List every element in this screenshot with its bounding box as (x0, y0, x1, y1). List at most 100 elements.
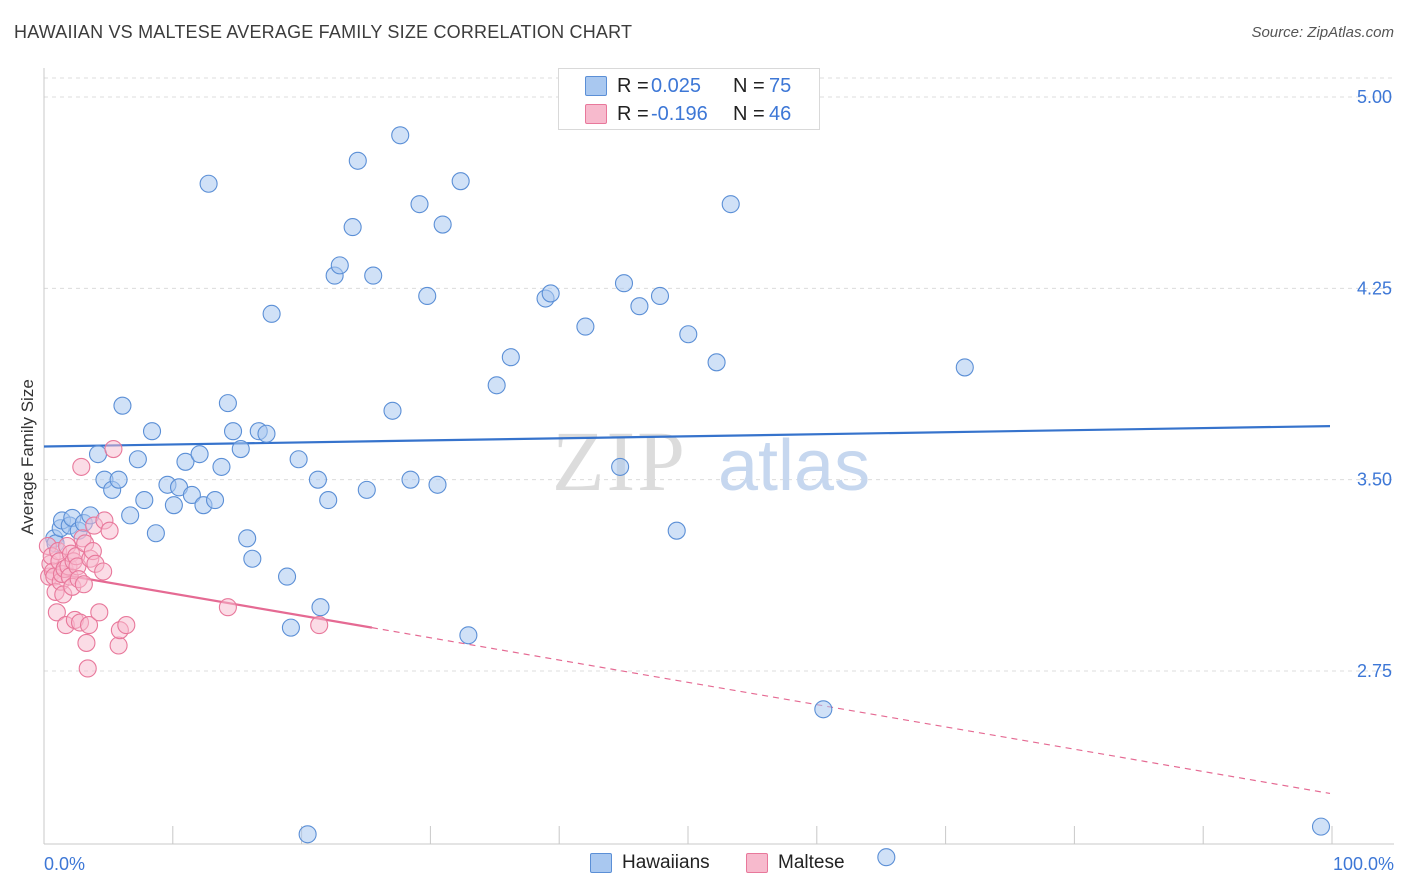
hawaiians-point (611, 457, 630, 476)
hawaiians-point (176, 452, 195, 471)
hawaiians-point (199, 174, 218, 193)
hawaiians-point (451, 172, 470, 191)
hawaiians-point (877, 848, 896, 867)
watermark-atlas: atlas (718, 426, 870, 506)
hawaiians-point (190, 445, 209, 464)
hawaiians-point (121, 506, 140, 525)
hawaiians-point (243, 549, 262, 568)
chart-title: HAWAIIAN VS MALTESE AVERAGE FAMILY SIZE … (14, 22, 633, 42)
correlation-legend: R = 0.025 N = 75 R = -0.196 N = 46 (558, 68, 820, 130)
hawaiians-trend-line (43, 424, 1331, 448)
r-value: -0.196 (651, 102, 708, 125)
hawaiians-point (212, 457, 231, 476)
hawaiians-point (308, 470, 327, 489)
x-tick-label-min: 0.0% (44, 854, 85, 874)
hawaiians-point (311, 598, 330, 617)
maltese-swatch (585, 104, 607, 124)
n-value: 75 (769, 74, 792, 97)
n-label: N = (733, 74, 765, 97)
hawaiians-swatch (585, 76, 607, 96)
hawaiians-point (278, 567, 297, 586)
hawaiians-point (459, 626, 478, 645)
hawaiians-point (238, 529, 257, 548)
hawaiians-point (298, 825, 317, 844)
hawaiians-point (391, 126, 410, 145)
n-label: N = (733, 102, 765, 125)
hawaiians-point (357, 480, 376, 499)
hawaiians-point (164, 496, 183, 515)
legend-item-hawaiians: Hawaiians (590, 852, 710, 874)
hawaiians-point (433, 215, 452, 234)
hawaiians-point (262, 304, 281, 323)
hawaiians-point (281, 618, 300, 637)
source-label: Source: ZipAtlas.com (1251, 24, 1394, 41)
maltese-point (100, 521, 119, 540)
y-tick-label: 4.25 (1357, 278, 1392, 298)
hawaiians-point (223, 422, 243, 441)
hawaiians-point (707, 353, 726, 372)
hawaiians-point (1311, 817, 1331, 836)
y-tick-label: 3.50 (1357, 470, 1392, 490)
maltese-point (109, 636, 128, 655)
hawaiians-point (501, 348, 520, 367)
hawaiians-point (231, 440, 250, 459)
maltese-point (90, 603, 109, 622)
r-label: R = (617, 74, 649, 97)
n-value: 46 (769, 102, 792, 125)
hawaiians-point (576, 317, 595, 336)
hawaiians-point (343, 218, 362, 237)
hawaiians-point (289, 450, 308, 469)
hawaiians-point (257, 424, 276, 443)
maltese-point (74, 575, 93, 594)
trend-lines (43, 424, 1331, 795)
maltese-point (94, 562, 113, 581)
maltese-point (77, 633, 96, 652)
hawaiians-point (205, 491, 225, 510)
grid-lines (44, 77, 1394, 672)
hawaiians-point (401, 470, 420, 489)
hawaiians-point (541, 284, 560, 303)
legend-item-maltese: Maltese (746, 852, 845, 874)
maltese-legend-label: Maltese (778, 852, 845, 873)
y-axis-label: Average Family Size (18, 379, 37, 535)
hawaiians-point (721, 195, 740, 214)
maltese-trend-extension (371, 627, 1331, 795)
hawaiians-point (667, 521, 686, 540)
maltese-point (79, 616, 99, 635)
hawaiians-point (109, 470, 128, 489)
maltese-point (218, 598, 237, 617)
r-label: R = (617, 102, 649, 125)
x-tick-label-max: 100.0% (1333, 854, 1394, 874)
hawaiians-point (146, 524, 165, 543)
hawaiians-legend-label: Hawaiians (622, 852, 710, 873)
hawaiians-point (330, 256, 349, 275)
hawaiians-point (182, 485, 201, 505)
series-legend: Hawaiians Maltese (0, 852, 1406, 876)
maltese-point (78, 659, 97, 678)
y-tick-label: 5.00 (1357, 87, 1392, 107)
maltese-points (38, 440, 329, 678)
hawaiians-point (135, 491, 154, 510)
hawaiians-point (955, 358, 974, 377)
hawaiians-point (814, 700, 833, 719)
hawaiians-point (348, 151, 367, 170)
maltese-legend-swatch (746, 853, 768, 873)
hawaiians-point (679, 325, 698, 344)
hawaiians-point (88, 445, 108, 464)
maltese-point (104, 440, 123, 459)
maltese-point (72, 457, 91, 476)
hawaiians-point (428, 475, 447, 494)
r-value: 0.025 (651, 74, 702, 97)
hawaiians-point (383, 401, 402, 420)
maltese-point (47, 603, 66, 622)
hawaiians-legend-swatch (590, 853, 612, 873)
hawaiians-point (142, 422, 162, 441)
maltese-point (310, 616, 329, 635)
maltese-point (117, 616, 136, 635)
y-tick-label: 2.75 (1357, 661, 1392, 681)
hawaiians-point (487, 376, 506, 395)
hawaiians-point (630, 297, 649, 316)
hawaiians-point (614, 274, 634, 293)
hawaiians-point (418, 286, 437, 306)
